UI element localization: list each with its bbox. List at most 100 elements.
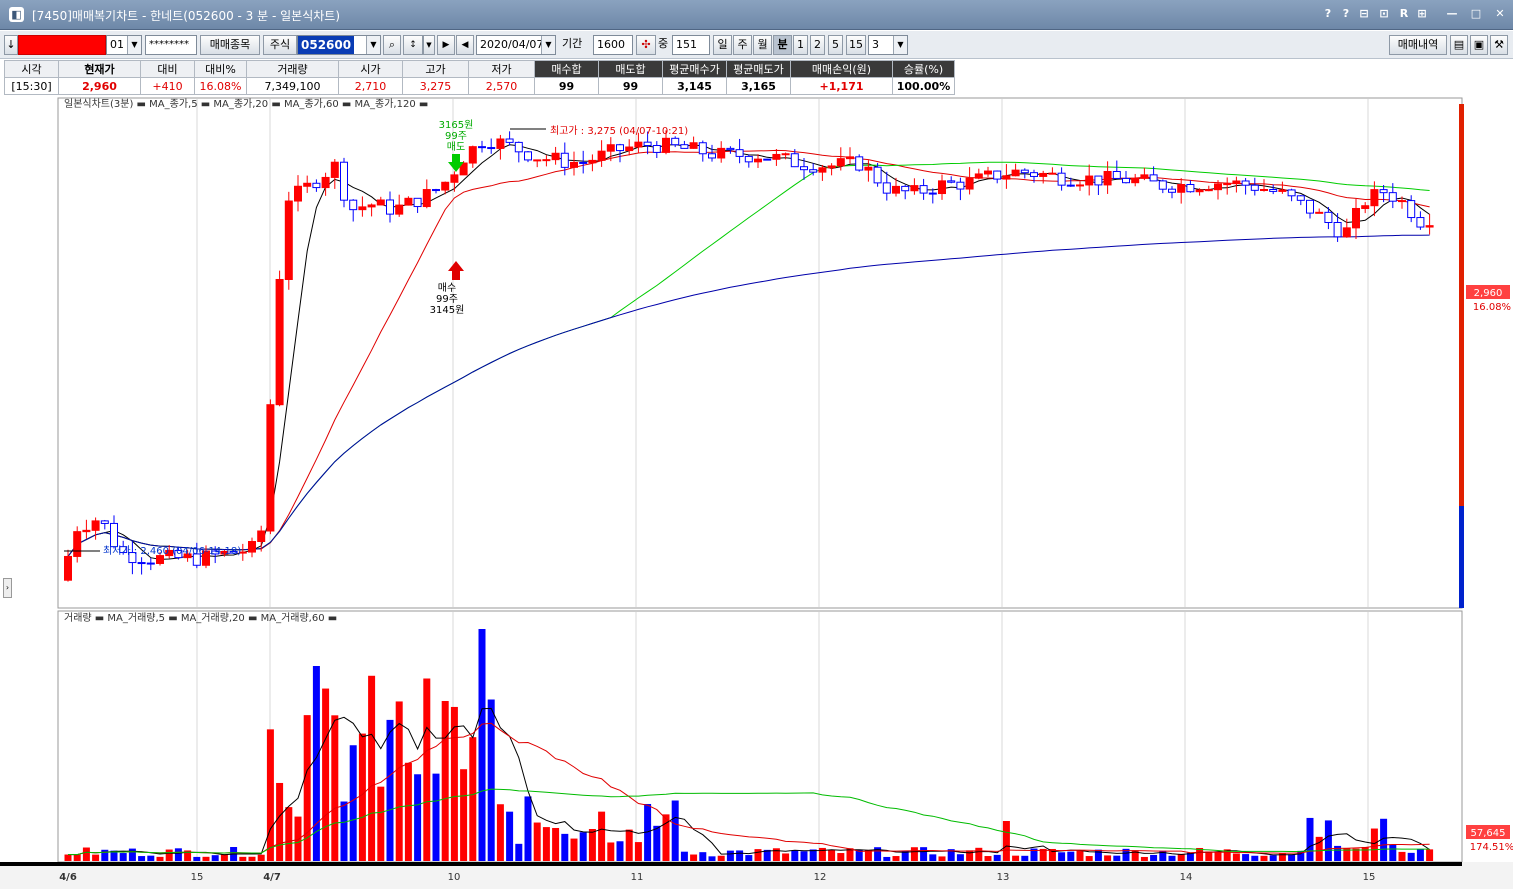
volume-tag: 57,645 xyxy=(1471,828,1506,839)
minimize-button[interactable]: — xyxy=(1446,7,1458,20)
volume-bar xyxy=(1150,854,1158,861)
help-icon[interactable]: ? xyxy=(1342,7,1350,20)
sort-icon[interactable]: ↕ xyxy=(403,35,423,55)
unit-day-button[interactable]: 일 xyxy=(713,35,732,55)
volume-bar xyxy=(377,786,385,861)
candle-body xyxy=(1278,189,1287,192)
link-icon[interactable]: ⊟ xyxy=(1359,7,1369,20)
trade-history-button[interactable]: 매매내역 xyxy=(1389,35,1447,55)
col-header-high: 고가 xyxy=(402,60,469,78)
candle-body xyxy=(680,144,689,149)
volume-bar xyxy=(1085,856,1093,861)
volume-bar xyxy=(1352,848,1360,861)
candle-body xyxy=(183,553,192,559)
candle-body xyxy=(1094,175,1103,186)
volume-bars xyxy=(64,629,1434,861)
volume-bar xyxy=(423,678,431,861)
market-type-button[interactable]: 주식 xyxy=(263,35,297,55)
volume-moving-averages xyxy=(67,707,1430,856)
save-icon[interactable]: ▣ xyxy=(1470,35,1488,55)
candle-body xyxy=(1260,188,1268,191)
value-change-pct: 16.08% xyxy=(194,77,247,95)
candle-body xyxy=(928,192,937,195)
unit-month-button[interactable]: 월 xyxy=(753,35,772,55)
layout-icon[interactable]: ⊡ xyxy=(1379,7,1389,20)
candle-body xyxy=(1011,169,1020,177)
candle-body xyxy=(312,182,321,189)
volume-bar xyxy=(938,856,946,861)
volume-bar xyxy=(478,629,486,861)
volume-bar xyxy=(607,842,615,861)
candle-body xyxy=(616,144,624,152)
date-input[interactable]: 2020/04/07 ▼ xyxy=(476,35,556,55)
settings-icon[interactable]: ✣ xyxy=(636,35,656,55)
col-header-time: 시각 xyxy=(4,60,59,78)
open-folder-icon[interactable]: ▤ xyxy=(1450,35,1468,55)
candle-body xyxy=(91,520,100,531)
candle-body xyxy=(1112,170,1121,179)
candle-body xyxy=(505,138,514,143)
volume-bar xyxy=(1251,855,1259,861)
close-button[interactable]: ✕ xyxy=(1495,7,1505,20)
volume-bar xyxy=(1030,848,1038,861)
arrow-down-icon[interactable]: ↓ xyxy=(4,35,18,55)
candle-body xyxy=(1287,189,1296,197)
refresh-icon[interactable]: R xyxy=(1399,7,1409,20)
volume-bar xyxy=(809,849,817,861)
volume-bar xyxy=(763,849,771,861)
maximize-button[interactable]: □ xyxy=(1470,7,1482,20)
volume-bar xyxy=(864,849,872,861)
col-header-change: 대비 xyxy=(140,60,195,78)
interval-1-button[interactable]: 1 xyxy=(793,35,808,55)
trade-items-button[interactable]: 매매종목 xyxy=(200,35,260,55)
volume-tag-box xyxy=(1466,825,1510,839)
candle-body xyxy=(450,174,459,183)
sell-arrow-icon xyxy=(448,154,464,172)
candle-body xyxy=(64,555,72,581)
chevron-down-icon[interactable]: ▼ xyxy=(423,35,435,55)
play-prev-icon[interactable]: ◀ xyxy=(456,35,474,55)
volume-bar xyxy=(1380,818,1388,861)
interval-select[interactable]: 3 ▼ xyxy=(868,35,908,55)
volume-bar xyxy=(404,762,412,861)
candle-body xyxy=(1048,172,1057,175)
volume-bar xyxy=(588,829,596,861)
play-next-icon[interactable]: ▶ xyxy=(437,35,455,55)
candle-body xyxy=(882,182,891,194)
count-input[interactable]: 151 xyxy=(672,35,710,55)
panel-expand-handle[interactable]: › xyxy=(3,578,12,598)
stock-chart[interactable]: 일본식차트(3분) ▬ MA_종가,5 ▬ MA_종가,20 ▬ MA_종가,6… xyxy=(0,96,1513,889)
volume-bar xyxy=(487,699,495,861)
interval-15-button[interactable]: 15 xyxy=(846,35,866,55)
interval-2-button[interactable]: 2 xyxy=(810,35,825,55)
candle-body xyxy=(1131,177,1140,184)
value-avg-sell: 3,165 xyxy=(726,77,791,95)
search-icon[interactable]: ⌕ xyxy=(383,35,401,55)
candle-body xyxy=(1066,184,1075,187)
wrench-icon[interactable]: ⚒ xyxy=(1490,35,1508,55)
volume-bar xyxy=(1122,848,1130,861)
unit-minute-button[interactable]: 분 xyxy=(773,35,792,55)
volume-bar xyxy=(736,850,744,861)
interval-5-button[interactable]: 5 xyxy=(828,35,843,55)
x-axis-label: 14 xyxy=(1180,872,1193,883)
col-header-pnl: 매매손익(원) xyxy=(790,60,893,78)
col-header-avg-buy: 평균매수가 xyxy=(662,60,727,78)
candle-body xyxy=(570,161,578,168)
volume-bar xyxy=(1416,848,1424,861)
candle-body xyxy=(524,151,532,161)
candle-body xyxy=(790,153,799,168)
window-control-1[interactable]: ? xyxy=(1324,7,1332,20)
pin-icon[interactable]: ⊞ xyxy=(1417,7,1427,20)
chart-area[interactable]: 일본식차트(3분) ▬ MA_종가,5 ▬ MA_종가,20 ▬ MA_종가,6… xyxy=(0,96,1513,889)
period-input[interactable]: 1600 xyxy=(593,35,633,55)
volume-bar xyxy=(1269,855,1277,861)
candle-body xyxy=(404,197,413,206)
stock-code-input[interactable]: 052600 ▼ xyxy=(297,35,381,55)
volume-bar xyxy=(874,847,882,861)
col-header-sell-sum: 매도합 xyxy=(598,60,663,78)
unit-week-button[interactable]: 주 xyxy=(733,35,752,55)
password-field[interactable]: ******** xyxy=(145,35,197,55)
volume-bar xyxy=(515,843,523,861)
account-select[interactable]: 01 ▼ xyxy=(106,35,142,55)
